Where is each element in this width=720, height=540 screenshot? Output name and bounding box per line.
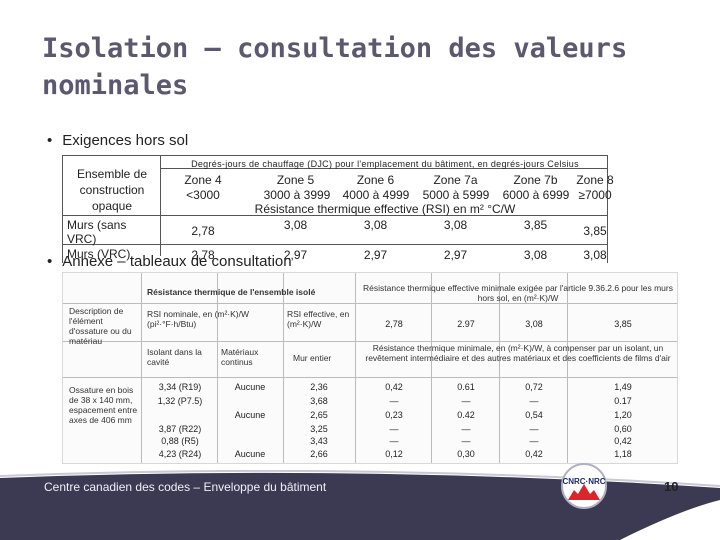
scan-min-text: Résistance thermique minimale, en (m²·K)… <box>365 343 671 363</box>
scan-value: 2.97 <box>457 319 475 329</box>
bullet-annexe: • Annexe – tableaux de consultation <box>47 253 292 270</box>
footer-bar <box>0 470 720 540</box>
bullet-dot-icon: • <box>47 253 53 270</box>
scan-cell: 0,42 <box>525 449 543 459</box>
zone-range: 6000 à 6999 <box>502 188 570 202</box>
scan-header-right: Résistance thermique effective minimale … <box>363 283 673 303</box>
scan-value: 3,08 <box>525 319 543 329</box>
scan-cell: — <box>461 436 471 446</box>
scan-cell: 1,18 <box>614 449 632 459</box>
bullet-exigences: • Exigences hors sol <box>47 132 188 149</box>
row-label: Murs (sans VRC) <box>67 218 127 246</box>
zone-label: Zone 5 <box>276 173 315 187</box>
scan-cell: 0.61 <box>457 382 475 392</box>
scan-value: 3,85 <box>614 319 632 329</box>
scan-cell: 1,20 <box>614 410 632 420</box>
scan-header-left: Résistance thermique de l'ensemble isolé <box>147 287 316 297</box>
scan-cell: 0,54 <box>525 410 543 420</box>
table-header: Degrés-jours de chauffage (DJC) pour l'e… <box>191 159 579 169</box>
scan-cell: 0.42 <box>457 410 475 420</box>
exigences-table: Degrés-jours de chauffage (DJC) pour l'e… <box>62 155 614 263</box>
zone-range: 5000 à 5999 <box>422 188 490 202</box>
scan-rsi-effective: RSI effective, en (m²·K)/W <box>287 309 350 329</box>
table-cell: 3,85 <box>583 224 607 238</box>
scan-cell: 3,34 (R19) <box>158 382 202 392</box>
scan-cell: 2,36 <box>310 382 328 392</box>
logo-text: CNRC·NRC <box>562 477 605 486</box>
table-cell: 3,08 <box>583 248 607 262</box>
rsi-label: Résistance thermique effective (RSI) en … <box>254 202 516 216</box>
scan-cavity-label: Isolant dans la cavité <box>147 347 202 367</box>
scan-framing-label: Ossature en bois de 38 x 140 mm, espacem… <box>69 385 138 425</box>
scan-cell: — <box>529 436 539 446</box>
zone-label: Zone 8 <box>576 173 614 187</box>
scan-cell: 0,72 <box>525 382 543 392</box>
scan-cell: 1,49 <box>614 382 632 392</box>
scan-cell: — <box>529 396 539 406</box>
scan-cell: Aucune <box>234 449 266 459</box>
scan-cell: 4,23 (R24) <box>158 449 202 459</box>
scan-cell: 0,30 <box>457 449 475 459</box>
scan-cell: 0,88 (R5) <box>161 436 199 446</box>
table-cell: 2,78 <box>191 248 215 262</box>
scan-cell: — <box>389 436 399 446</box>
scan-cell: 0.17 <box>614 396 632 406</box>
row-label: Murs (VRC) <box>67 247 131 261</box>
scan-cell: 0,12 <box>385 449 403 459</box>
bullet-text: Annexe – tableaux de consultation <box>62 253 292 270</box>
bullet-dot-icon: • <box>47 132 53 149</box>
scan-desc-label: Description de l'élément d'ossature ou d… <box>69 306 132 346</box>
cnrc-logo-icon: CNRC·NRC <box>561 463 607 509</box>
scan-value: 2,78 <box>385 319 403 329</box>
scan-continuous-label: Matériaux continus <box>221 347 259 367</box>
scan-rsi-nominal: RSI nominale, en (m²·K)/W (pi²·°F·h/Btu) <box>147 309 250 329</box>
scan-cell: — <box>461 396 471 406</box>
table-cell: 3,08 <box>283 218 308 232</box>
scan-cell: 2,65 <box>310 410 328 420</box>
zone-label: Zone 6 <box>356 173 395 187</box>
table-cell: 3,08 <box>363 218 388 232</box>
table-cell: 2,97 <box>443 248 468 262</box>
footer-text: Centre canadien des codes – Enveloppe du… <box>44 480 327 494</box>
scan-cell: — <box>389 424 399 434</box>
scan-cell: Aucune <box>234 382 266 392</box>
table-cell: 3,08 <box>523 248 548 262</box>
scan-cell: 0,23 <box>385 410 403 420</box>
slide-title: Isolation – consultation des valeurs nom… <box>42 33 628 101</box>
scan-cell: 3,87 (R22) <box>158 424 202 434</box>
scan-cell: 3,68 <box>310 396 328 406</box>
scan-cell: — <box>461 424 471 434</box>
scan-cell: — <box>529 424 539 434</box>
scan-cell: 0,42 <box>385 382 403 392</box>
table-stub: Ensemble de construction opaque <box>76 167 148 213</box>
zone-range: ≥7000 <box>578 188 612 202</box>
scan-cell: 0,42 <box>614 436 632 446</box>
zone-range: <3000 <box>186 188 220 202</box>
scan-cell: 2,66 <box>310 449 328 459</box>
table-cell: 2,78 <box>191 224 215 238</box>
zone-label: Zone 7b <box>513 173 558 187</box>
zone-label: Zone 7a <box>433 173 478 187</box>
table-cell: 2,97 <box>363 248 388 262</box>
table-cell: 3,08 <box>443 218 468 232</box>
scan-wall-label: Mur entier <box>293 353 332 363</box>
scan-cell: 3,25 <box>310 424 328 434</box>
zone-label: Zone 4 <box>184 173 222 187</box>
scan-cell: 0,60 <box>614 424 632 434</box>
zone-range: 3000 à 3999 <box>263 188 331 202</box>
page-number: 10 <box>664 479 679 494</box>
table-cell: 3,85 <box>523 218 548 232</box>
bullet-text: Exigences hors sol <box>62 132 189 149</box>
scan-cell: — <box>389 396 399 406</box>
annexe-table-image: Résistance thermique de l'ensemble isolé… <box>62 272 678 464</box>
scan-cell: 3,43 <box>310 436 328 446</box>
table-cell: 2,97 <box>283 248 308 262</box>
scan-cell: 1,32 (P7.5) <box>157 396 203 406</box>
scan-cell: Aucune <box>234 410 266 420</box>
zone-range: 4000 à 4999 <box>342 188 410 202</box>
